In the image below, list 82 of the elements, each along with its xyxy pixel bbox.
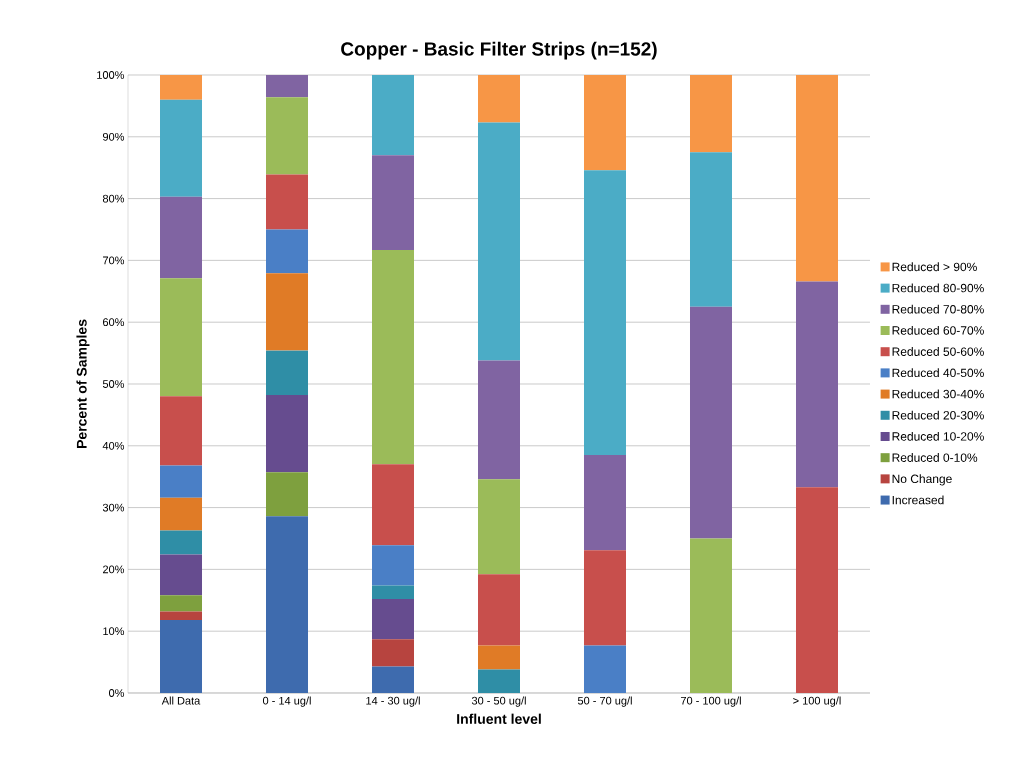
legend-label: Reduced 70-80% <box>892 304 984 314</box>
x-tick-label: 14 - 30 ug/l <box>366 696 420 707</box>
legend-label: Reduced 20-30% <box>892 410 984 420</box>
bar <box>478 479 520 575</box>
bar <box>478 360 520 480</box>
legend-label: Reduced > 90% <box>892 262 977 272</box>
bar <box>160 530 202 555</box>
bar <box>690 538 732 693</box>
bar <box>160 278 202 397</box>
bar <box>372 464 414 546</box>
legend-label: Reduced 40-50% <box>892 368 984 378</box>
bar <box>584 455 626 551</box>
legend-label: No Change <box>892 474 952 486</box>
bar <box>796 281 838 488</box>
bar <box>372 666 414 693</box>
bar <box>796 487 838 693</box>
bar <box>372 74 414 156</box>
bar <box>160 396 202 466</box>
legend-label: Reduced 60-70% <box>892 325 984 335</box>
bar <box>584 74 626 171</box>
x-tick-label: > 100 ug/l <box>793 696 841 707</box>
bar <box>584 645 626 693</box>
bar <box>160 196 202 279</box>
legend-label: Reduced 30-40% <box>892 389 984 399</box>
bar <box>266 273 308 351</box>
bar <box>266 516 308 693</box>
bar <box>266 74 308 98</box>
bar <box>160 554 202 596</box>
y-tick-label: 40% <box>102 441 125 450</box>
bar <box>266 97 308 175</box>
bar <box>372 585 414 600</box>
legend-label: Reduced 0-10% <box>892 453 978 462</box>
bar <box>372 249 414 465</box>
bar <box>266 472 308 517</box>
y-axis-title: Percent of Samples <box>76 319 90 449</box>
bar <box>478 645 520 670</box>
bar <box>690 74 732 153</box>
x-tick-label: 30 - 50 ug/l <box>471 696 526 707</box>
bar <box>160 620 202 693</box>
bar <box>160 99 202 197</box>
y-tick-label: 20% <box>103 565 125 574</box>
bar <box>160 611 202 621</box>
bar <box>584 170 626 456</box>
x-tick-label: 50 - 70 ug/l <box>577 696 632 707</box>
bar <box>478 574 520 646</box>
bar <box>372 545 414 586</box>
bar <box>584 550 626 646</box>
legend-label: Reduced 80-90% <box>892 283 984 293</box>
y-tick-label: 80% <box>102 194 125 203</box>
x-tick-label: 0 - 14 ug/l <box>262 696 311 707</box>
bar <box>372 155 414 250</box>
y-tick-label: 0% <box>109 689 125 697</box>
legend-label: Increased <box>892 495 944 505</box>
bar <box>266 229 308 274</box>
bar <box>160 595 202 612</box>
bar <box>690 306 732 539</box>
chart-title: Copper - Basic Filter Strips (n=152) <box>341 41 657 60</box>
bar <box>160 74 202 100</box>
y-tick-label: 70% <box>103 256 125 265</box>
bar <box>266 395 308 473</box>
y-tick-label: 90% <box>102 132 125 141</box>
bar <box>160 465 202 498</box>
y-tick-label: 30% <box>102 503 125 512</box>
bar <box>266 174 308 230</box>
y-tick-label: 50% <box>102 380 125 388</box>
x-tick-label: 70 - 100 ug/l <box>680 696 741 707</box>
legend-label: Reduced 50-60% <box>892 347 984 356</box>
bar <box>478 74 520 123</box>
bar <box>796 74 838 282</box>
y-tick-label: 100% <box>97 71 125 79</box>
bar <box>478 669 520 693</box>
x-axis-title: Influent level <box>457 713 541 724</box>
y-tick-label: 60% <box>103 318 125 327</box>
bar <box>160 497 202 531</box>
legend-label: Reduced 10-20% <box>892 431 984 441</box>
bar <box>372 639 414 667</box>
y-tick-label: 10% <box>103 627 125 636</box>
x-tick-label: All Data <box>161 696 201 705</box>
bar <box>478 122 520 361</box>
bar <box>266 350 308 396</box>
bar <box>690 152 732 307</box>
bar <box>372 599 414 640</box>
